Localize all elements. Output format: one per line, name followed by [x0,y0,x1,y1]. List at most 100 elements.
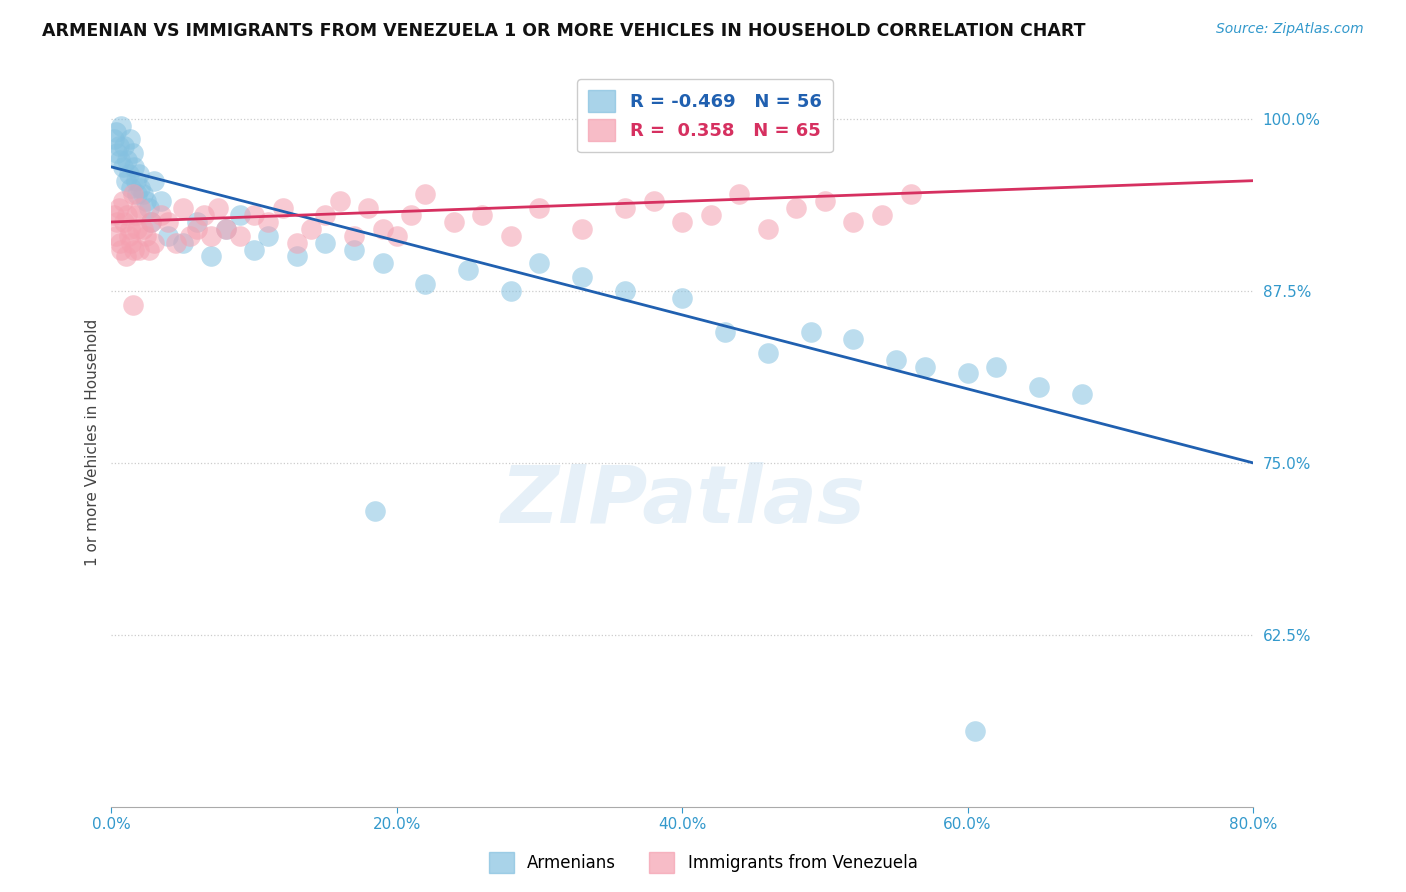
Point [229,228,252,243]
Point [110,119,132,133]
Point [884,352,907,367]
Point [671,291,693,305]
Point [114,174,136,188]
Point [135,194,157,209]
Point [165,235,187,250]
Point [103,208,125,222]
Point [756,345,779,359]
Point [214,222,236,236]
Point [186,215,208,229]
Point [112,139,135,153]
Point [115,208,138,222]
Point [110,243,132,257]
Point [257,228,280,243]
Point [122,160,145,174]
Point [138,243,160,257]
Point [179,228,201,243]
Point [371,256,394,270]
Y-axis label: 1 or more Vehicles in Household: 1 or more Vehicles in Household [86,318,100,566]
Point [643,194,665,209]
Point [120,235,142,250]
Point [129,180,152,194]
Point [200,228,222,243]
Point [107,201,129,215]
Point [121,187,143,202]
Point [138,201,160,215]
Point [814,194,837,209]
Point [471,208,494,222]
Point [118,222,141,236]
Text: ARMENIAN VS IMMIGRANTS FROM VENEZUELA 1 OR MORE VEHICLES IN HOUSEHOLD CORRELATIO: ARMENIAN VS IMMIGRANTS FROM VENEZUELA 1 … [42,22,1085,40]
Legend: Armenians, Immigrants from Venezuela: Armenians, Immigrants from Venezuela [482,846,924,880]
Point [963,724,986,739]
Point [842,215,865,229]
Point [117,228,139,243]
Point [150,208,173,222]
Point [529,201,551,215]
Point [728,187,751,202]
Point [785,201,807,215]
Point [200,249,222,263]
Point [114,249,136,263]
Point [107,139,129,153]
Point [124,174,146,188]
Legend: R = -0.469   N = 56, R =  0.358   N = 65: R = -0.469 N = 56, R = 0.358 N = 65 [578,79,832,153]
Point [243,243,266,257]
Point [127,222,149,236]
Point [115,153,138,167]
Point [842,332,865,346]
Point [121,146,143,161]
Point [329,194,352,209]
Point [499,284,522,298]
Point [186,222,208,236]
Point [343,228,366,243]
Point [104,126,127,140]
Point [614,284,637,298]
Point [150,194,173,209]
Point [914,359,936,374]
Point [357,201,380,215]
Point [193,208,215,222]
Point [103,132,125,146]
Point [756,222,779,236]
Point [257,215,280,229]
Text: ZIPatlas: ZIPatlas [499,461,865,540]
Point [104,228,127,243]
Point [364,504,387,518]
Point [143,235,166,250]
Point [314,235,336,250]
Point [900,187,922,202]
Point [956,367,979,381]
Point [121,297,143,311]
Point [108,235,131,250]
Point [700,208,723,222]
Point [285,249,308,263]
Point [343,243,366,257]
Point [870,208,893,222]
Point [128,243,150,257]
Point [112,215,135,229]
Point [314,208,336,222]
Point [117,167,139,181]
Point [415,277,437,291]
Point [415,187,437,202]
Point [105,146,128,161]
Point [385,228,408,243]
Point [443,215,465,229]
Point [271,201,294,215]
Point [132,222,155,236]
Point [399,208,422,222]
Point [135,228,157,243]
Point [229,208,252,222]
Point [120,180,142,194]
Point [122,243,145,257]
Text: Source: ZipAtlas.com: Source: ZipAtlas.com [1216,22,1364,37]
Point [111,160,134,174]
Point [1070,387,1092,401]
Point [127,187,149,202]
Point [132,187,155,202]
Point [105,215,128,229]
Point [571,222,593,236]
Point [285,235,308,250]
Point [714,325,737,339]
